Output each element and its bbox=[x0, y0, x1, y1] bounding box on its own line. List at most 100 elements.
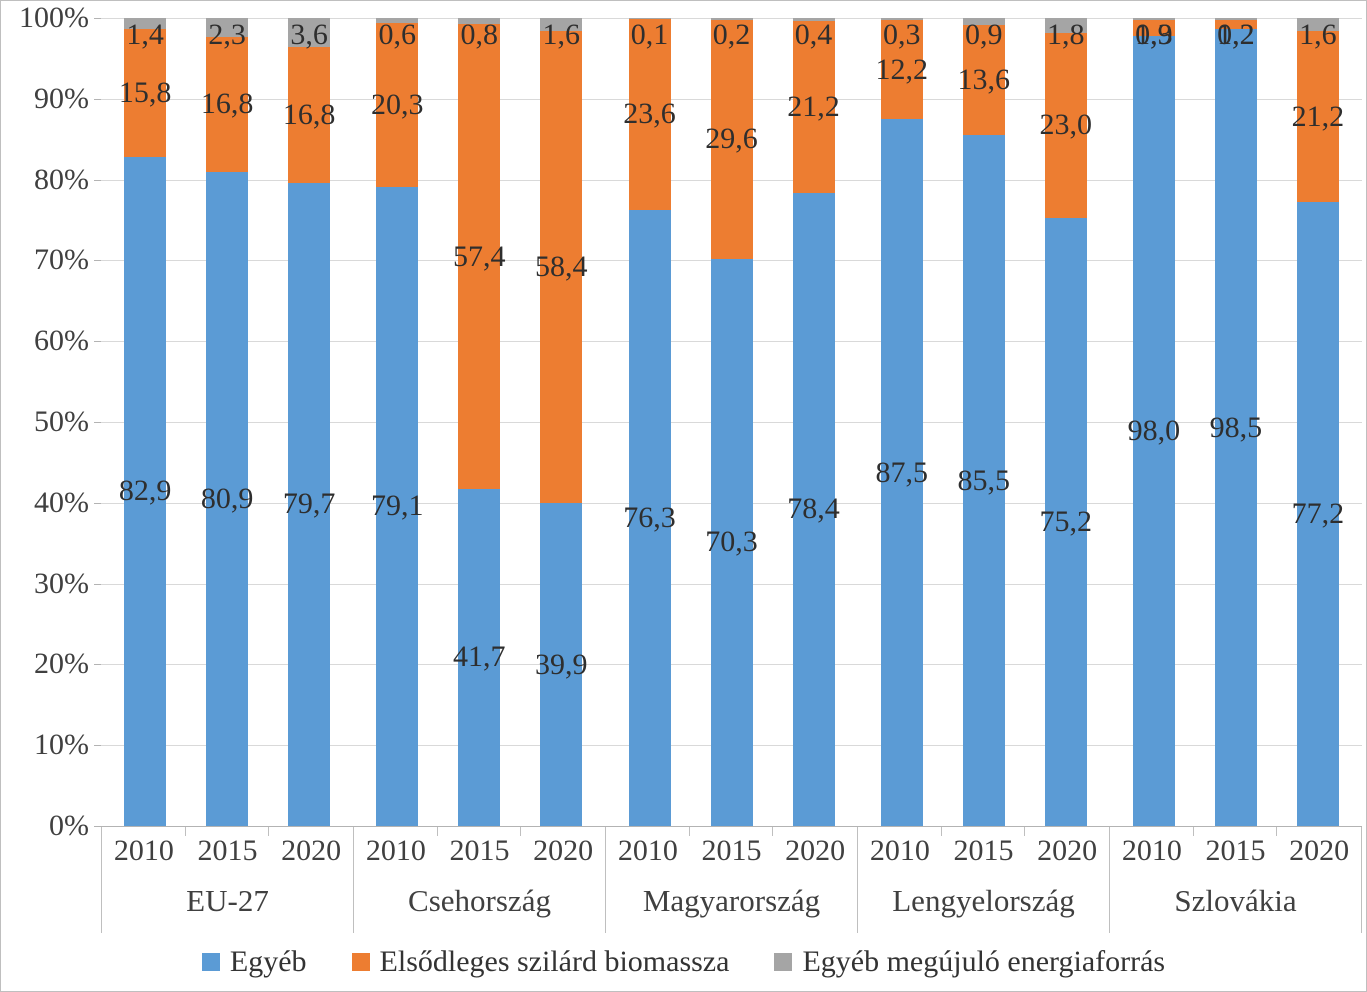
bar-segment bbox=[1044, 32, 1087, 219]
bar-groups: 82,9 15,8 1,4 80,9 16,8 2,3 79,7 16,8 3,6 79,1 20,… bbox=[101, 18, 1362, 826]
bar: 41,7 57,4 0,8 bbox=[453, 18, 506, 826]
bar-segment bbox=[628, 18, 671, 210]
data-label: 1,8 bbox=[1046, 18, 1085, 51]
bar-segment bbox=[1214, 29, 1257, 826]
bar-group: 98,0 1,9 0,3 98,5 1,2 0,2 77,2 21,2 1,6 bbox=[1110, 18, 1362, 826]
x-axis-year-label: 2015 bbox=[1192, 827, 1278, 875]
y-tick-label: 100% bbox=[19, 1, 89, 34]
x-axis-year-label: 2015 bbox=[688, 827, 774, 875]
data-label: 39,9 bbox=[535, 647, 588, 681]
data-label: 13,6 bbox=[957, 63, 1010, 97]
data-label: 23,6 bbox=[623, 97, 676, 131]
y-tick-mark bbox=[94, 422, 101, 423]
y-tick-label: 10% bbox=[34, 728, 89, 762]
data-label: 3,6 bbox=[290, 18, 328, 51]
data-label: 2,3 bbox=[208, 18, 246, 51]
data-label: 15,8 bbox=[118, 76, 172, 110]
bar-segment bbox=[540, 18, 583, 31]
bar-segment bbox=[124, 29, 167, 157]
y-tick-mark bbox=[94, 341, 101, 343]
bar-segment bbox=[124, 156, 167, 826]
legend-label: Egyéb megújuló energiaforrás bbox=[802, 945, 1166, 979]
data-label: 70,3 bbox=[705, 525, 758, 559]
data-label: 0,6 bbox=[378, 18, 417, 51]
bar-segment bbox=[710, 19, 753, 259]
data-label: 0,8 bbox=[460, 18, 499, 51]
data-label: 21,2 bbox=[787, 89, 840, 123]
bar: 76,3 23,6 0,1 bbox=[623, 18, 676, 826]
x-axis-group: 2010 2015 2020 Magyarország bbox=[605, 827, 857, 934]
x-axis-group: 2010 2015 2020 EU-27 bbox=[101, 827, 353, 934]
y-tick-label: 60% bbox=[34, 324, 89, 358]
data-label: 0,9 bbox=[964, 18, 1003, 51]
bar-segment bbox=[1296, 202, 1339, 826]
bar-segment bbox=[458, 488, 501, 826]
bar-segment bbox=[288, 182, 331, 826]
bar-group: 79,1 20,3 0,6 41,7 57,4 0,8 39,9 58,4 1,6 bbox=[353, 18, 605, 826]
bar: 78,4 21,2 0,4 bbox=[787, 18, 840, 826]
x-axis-year-label: 2020 bbox=[520, 827, 605, 875]
x-axis-years-row: 2010 2015 2020 bbox=[606, 827, 857, 875]
bar-group: 87,5 12,2 0,3 85,5 13,6 0,9 75,2 23,0 1,8 bbox=[858, 18, 1110, 826]
legend: Egyéb Elsődleges szilárd biomassza Egyéb m… bbox=[1, 933, 1366, 991]
x-axis-years-row: 2010 2015 2020 bbox=[858, 827, 1109, 875]
y-tick-label: 90% bbox=[34, 81, 89, 115]
data-label: 16,8 bbox=[200, 87, 254, 121]
x-axis-country-label: Szlovákia bbox=[1174, 883, 1297, 919]
bar-segment bbox=[628, 18, 671, 19]
x-axis-country-label: EU-27 bbox=[186, 883, 269, 919]
bar-segment bbox=[628, 209, 671, 826]
bar-segment bbox=[458, 18, 501, 25]
x-axis: 2010 2015 2020 EU-27 2010 2015 2020 Csehország 2… bbox=[101, 827, 1362, 934]
x-axis-years-row: 2010 2015 2020 bbox=[102, 827, 353, 875]
bar-segment bbox=[710, 18, 753, 20]
x-axis-year-label: 2020 bbox=[772, 827, 857, 875]
bar-segment bbox=[792, 21, 835, 193]
x-axis-year-label: 2020 bbox=[1024, 827, 1109, 875]
x-axis-country-label: Csehország bbox=[408, 883, 551, 919]
y-tick-label: 0% bbox=[49, 809, 89, 842]
data-label: 75,2 bbox=[1039, 505, 1092, 539]
bar-segment bbox=[1044, 218, 1087, 826]
data-label: 79,1 bbox=[371, 489, 424, 523]
legend-item: Elsődleges szilárd biomassza bbox=[351, 945, 729, 979]
legend-item: Egyéb bbox=[201, 945, 307, 979]
data-label: 58,4 bbox=[535, 250, 588, 284]
bar-segment bbox=[1214, 19, 1257, 30]
bar-segment bbox=[880, 119, 923, 826]
bar-group: 82,9 15,8 1,4 80,9 16,8 2,3 79,7 16,8 3,6 bbox=[101, 18, 353, 826]
plot-row: 100% 90% 80% 70% 60% 50% 40% 30% 20% 10% 0% 82,9 15… bbox=[1, 3, 1366, 841]
y-tick-label: 70% bbox=[34, 243, 89, 277]
y-tick-mark bbox=[94, 583, 101, 585]
bar: 79,1 20,3 0,6 bbox=[371, 18, 424, 826]
bar-segment bbox=[962, 135, 1005, 826]
y-tick-mark bbox=[94, 98, 101, 100]
y-tick-label: 40% bbox=[34, 485, 89, 519]
data-label: 98,5 bbox=[1209, 410, 1263, 444]
y-tick-mark bbox=[94, 179, 101, 181]
x-axis-group: 2010 2015 2020 Lengyelország bbox=[857, 827, 1109, 934]
data-label: 1,6 bbox=[542, 18, 581, 51]
x-axis-country-label: Lengyelország bbox=[892, 883, 1075, 919]
x-axis-country-label: Magyarország bbox=[642, 883, 821, 919]
data-label: 1,6 bbox=[1299, 18, 1337, 51]
legend-swatch-icon bbox=[351, 953, 370, 972]
bar-segment bbox=[458, 24, 501, 489]
x-axis-years-row: 2010 2015 2020 bbox=[1110, 827, 1361, 875]
bar: 77,2 21,2 1,6 bbox=[1292, 18, 1344, 826]
legend-label: Egyéb bbox=[229, 945, 307, 979]
bar-segment bbox=[1132, 18, 1175, 21]
bar: 87,5 12,2 0,3 bbox=[875, 18, 928, 826]
x-axis-year-label: 2010 bbox=[617, 834, 678, 867]
bar: 98,5 1,2 0,2 bbox=[1210, 18, 1262, 826]
bar-segment bbox=[376, 18, 419, 23]
y-axis: 100% 90% 80% 70% 60% 50% 40% 30% 20% 10% 0% bbox=[1, 3, 101, 841]
data-label: 87,5 bbox=[875, 455, 928, 489]
legend-swatch-icon bbox=[774, 953, 793, 972]
x-axis-year-label: 2015 bbox=[184, 827, 270, 875]
data-label: 79,7 bbox=[282, 487, 336, 521]
data-label: 0,3 bbox=[882, 18, 921, 51]
data-label: 77,2 bbox=[1291, 497, 1345, 531]
bar-segment bbox=[962, 25, 1005, 136]
bar-segment bbox=[1296, 18, 1339, 31]
